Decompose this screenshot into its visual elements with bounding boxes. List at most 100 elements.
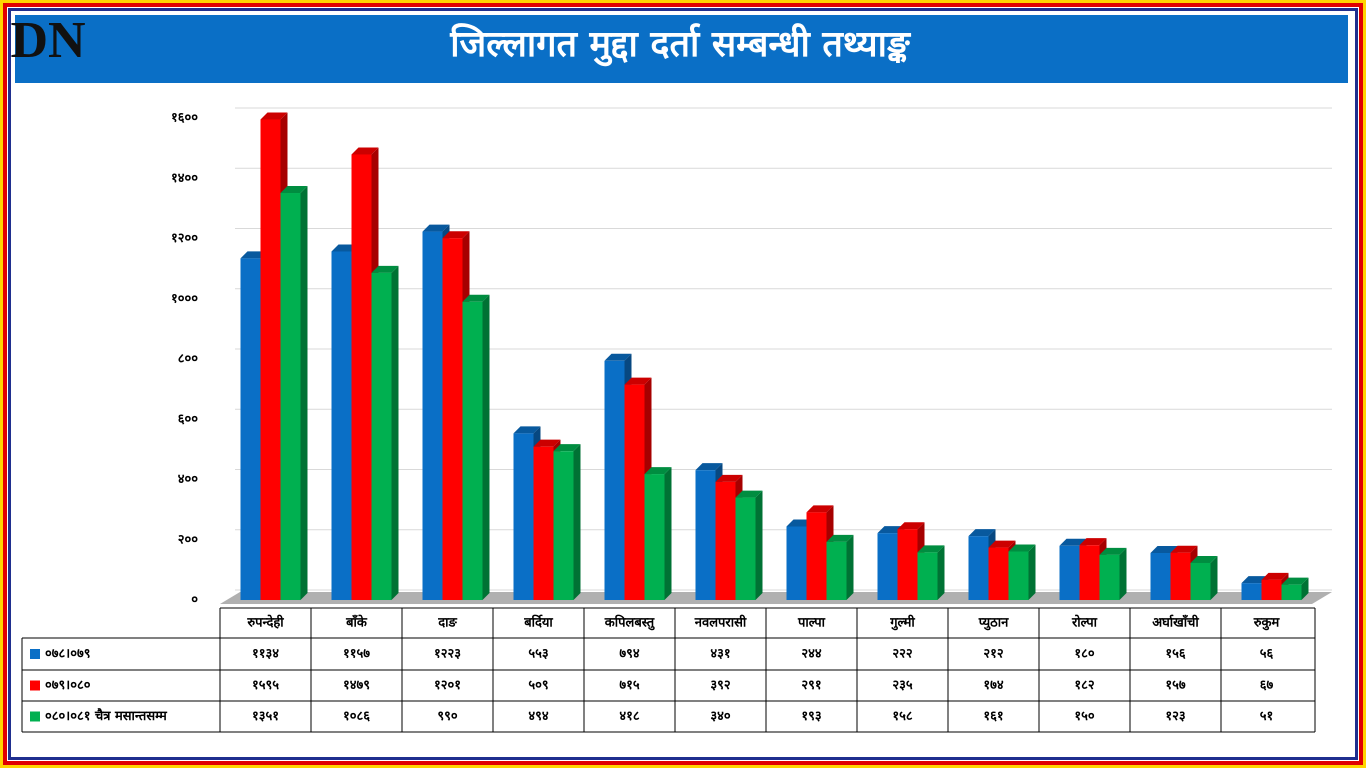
- bar-top: [260, 112, 288, 120]
- legend-label: ०७८।०७९: [45, 647, 91, 662]
- value-label: ३४०: [710, 709, 731, 724]
- bar-top: [553, 444, 581, 452]
- bar: [351, 154, 372, 601]
- value-label: १५८: [892, 709, 913, 724]
- bar-top: [715, 474, 743, 482]
- bar-top: [1261, 572, 1289, 580]
- logo: DN: [10, 12, 85, 69]
- x-tick-label: रुपन्देही: [246, 615, 284, 631]
- chart-title: जिल्लागत मुद्दा दर्ता सम्बन्धी तथ्याङ्क: [449, 23, 912, 67]
- bar: [240, 258, 261, 600]
- bar: [462, 301, 483, 600]
- bar: [1059, 545, 1080, 600]
- bar: [422, 231, 443, 601]
- bar-top: [1150, 546, 1178, 554]
- bar-top: [735, 490, 763, 498]
- bar-top: [1008, 544, 1036, 552]
- bar-top: [1190, 555, 1218, 563]
- bar-top: [695, 463, 723, 471]
- bar-top: [1281, 577, 1309, 585]
- bar: [1190, 562, 1211, 600]
- bar-side: [573, 444, 581, 600]
- bar-side: [664, 467, 672, 600]
- bar: [917, 552, 938, 600]
- x-tick-label: रुकुम: [1253, 616, 1281, 631]
- bar: [513, 433, 534, 600]
- value-label: १५०: [1074, 709, 1095, 724]
- bar: [280, 193, 301, 601]
- y-tick-label: १४००: [171, 171, 198, 186]
- bar-top: [917, 545, 945, 553]
- bar: [331, 251, 352, 601]
- x-tick-label: अर्घाखाँची: [1152, 615, 1199, 631]
- bar-top: [1170, 545, 1198, 553]
- bar: [624, 384, 645, 600]
- bar-side: [846, 534, 854, 600]
- floor: [220, 592, 1332, 604]
- value-label: १५६: [1165, 647, 1186, 662]
- value-label: ४१८: [619, 709, 640, 724]
- bar-top: [462, 294, 490, 302]
- bar: [1170, 552, 1191, 600]
- bar: [604, 360, 625, 600]
- value-label: २३५: [892, 678, 913, 693]
- x-tick-label: बाँके: [345, 615, 368, 631]
- bar-side: [482, 294, 490, 600]
- bar: [826, 541, 847, 600]
- bar-top: [442, 231, 470, 239]
- bar: [695, 470, 716, 600]
- x-tick-label: प्युठान: [978, 616, 1009, 631]
- value-label: ५६: [1260, 647, 1274, 662]
- value-label: २१२: [983, 647, 1004, 662]
- value-label: ७९४: [619, 647, 640, 662]
- value-label: १२२३: [434, 647, 461, 662]
- bar: [1281, 584, 1302, 600]
- x-tick-label: बर्दिया: [523, 615, 553, 631]
- value-label: २४४: [801, 647, 822, 662]
- bar: [1008, 551, 1029, 600]
- bar-top: [624, 377, 652, 385]
- x-tick-label: गुल्मी: [889, 615, 915, 631]
- value-label: ९९०: [437, 709, 458, 724]
- value-label: ५१: [1260, 709, 1274, 724]
- value-label: ११३४: [252, 647, 279, 662]
- bar: [553, 451, 574, 600]
- x-tick-label: पाल्पा: [797, 616, 826, 631]
- bar: [968, 536, 989, 600]
- value-label: ११५७: [343, 647, 370, 662]
- bar: [877, 533, 898, 600]
- bar: [644, 474, 665, 600]
- bar-top: [371, 265, 399, 273]
- y-tick-label: १२००: [171, 231, 198, 246]
- title-bar: [15, 15, 1348, 83]
- value-label: १७४: [983, 678, 1004, 693]
- value-label: ३९२: [710, 678, 731, 693]
- bar-top: [1059, 538, 1087, 546]
- bar: [806, 512, 827, 600]
- value-label: १८०: [1074, 647, 1095, 662]
- legend-label: ०८०।०८१ चैत्र मसान्तसम्म: [45, 708, 168, 724]
- x-tick-label: नवलपरासी: [694, 615, 747, 631]
- bar-top: [1079, 538, 1107, 546]
- value-label: ५५३: [528, 647, 549, 662]
- value-label: १५९५: [252, 678, 279, 693]
- value-label: १८२: [1074, 678, 1095, 693]
- legend-label: ०७९।०८०: [45, 678, 91, 693]
- value-label: १६१: [983, 709, 1003, 724]
- y-tick-label: १६००: [171, 111, 198, 126]
- bar-top: [513, 426, 541, 434]
- bar-top: [422, 224, 450, 232]
- value-label: २९१: [801, 678, 821, 693]
- bar-top: [644, 467, 672, 475]
- value-label: १३५१: [252, 709, 279, 724]
- legend-swatch: [30, 711, 40, 722]
- x-tick-label: रोल्पा: [1071, 615, 1098, 631]
- y-tick-label: ४००: [178, 472, 199, 487]
- bar-side: [1119, 547, 1127, 600]
- value-label: ४३१: [710, 647, 730, 662]
- value-label: ४९४: [528, 709, 549, 724]
- bar: [735, 497, 756, 600]
- y-tick-label: ०: [191, 593, 198, 608]
- value-label: १०८६: [343, 709, 370, 724]
